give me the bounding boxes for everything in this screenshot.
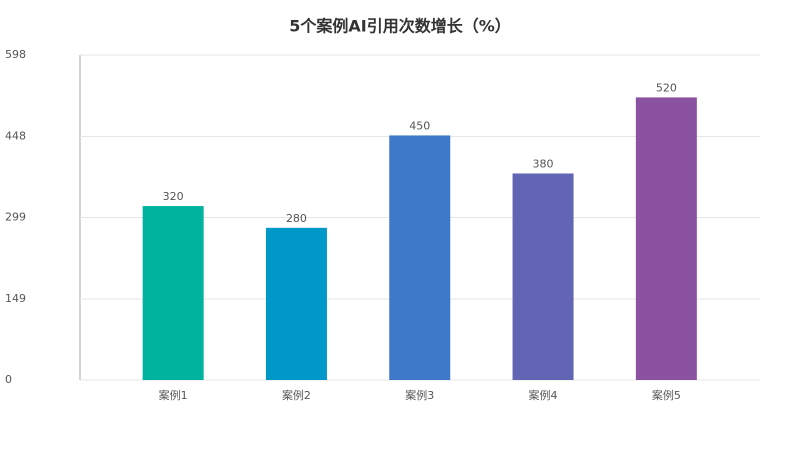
value-label: 280 <box>286 212 307 225</box>
y-tick-label: 448 <box>5 130 26 143</box>
x-tick-label: 案例4 <box>529 388 558 402</box>
x-tick-label: 案例5 <box>652 388 681 402</box>
bar <box>142 206 204 380</box>
value-label: 320 <box>163 190 184 203</box>
y-tick-label: 299 <box>5 211 26 224</box>
x-tick-label: 案例2 <box>282 388 311 402</box>
x-tick-label: 案例3 <box>405 388 434 402</box>
chart-title: 5个案例AI引用次数增长（%） <box>289 17 511 36</box>
value-label: 520 <box>656 81 677 94</box>
value-label: 450 <box>409 119 430 132</box>
y-tick-label: 598 <box>5 48 26 61</box>
bar <box>512 173 574 380</box>
value-label: 380 <box>533 157 554 170</box>
bar <box>265 227 327 380</box>
bar <box>635 97 697 381</box>
y-tick-label: 149 <box>5 292 26 305</box>
x-tick-label: 案例1 <box>159 388 188 402</box>
y-tick-label: 0 <box>5 373 12 386</box>
bar <box>389 135 451 380</box>
